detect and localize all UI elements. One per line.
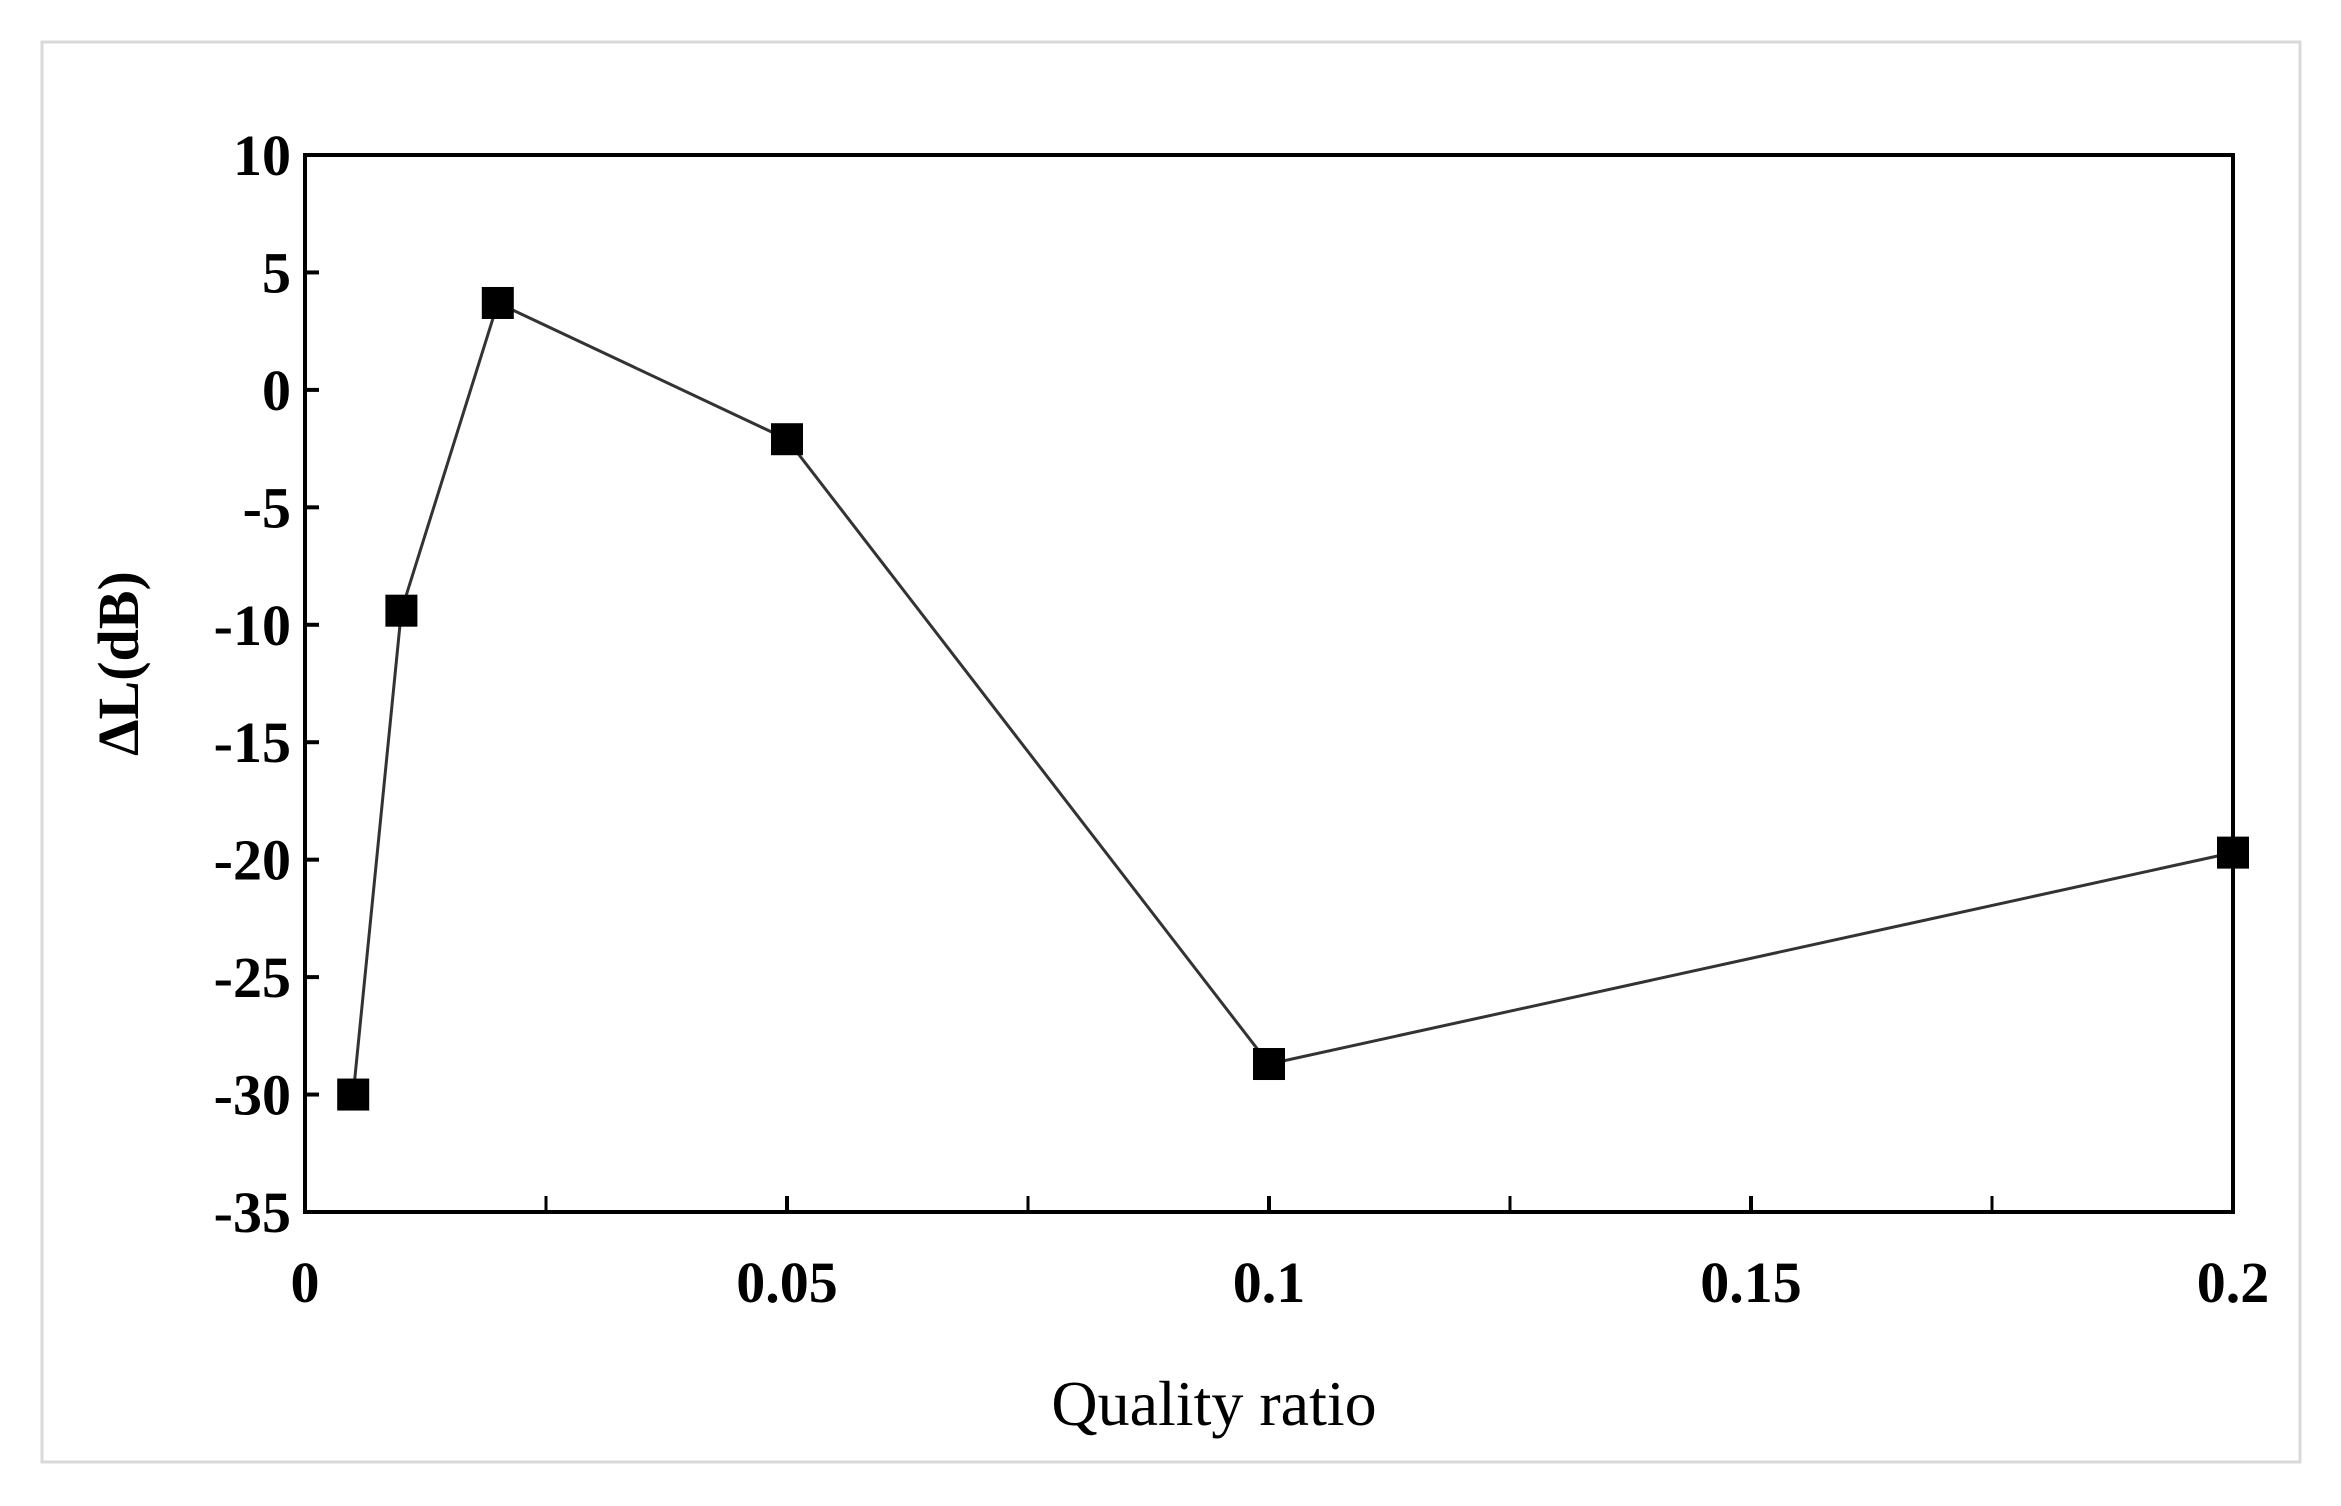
series-line (351, 300, 2234, 1095)
x-tick-label: 0.15 (1700, 1250, 1802, 1315)
y-tick-label: 10 (233, 123, 291, 188)
y-axis-ticks (305, 153, 319, 1214)
y-tick-label: -5 (243, 475, 291, 540)
y-tick-label: 5 (262, 240, 291, 305)
y-tick-label: -35 (214, 1180, 291, 1245)
x-tick-label: 0.05 (736, 1250, 838, 1315)
figure-border (40, 40, 2302, 1464)
y-tick-label: -20 (214, 828, 291, 893)
data-point-marker (771, 423, 803, 456)
y-axis-title: ΔL(dB) (86, 571, 151, 756)
x-tick-label: 0 (291, 1250, 320, 1315)
data-point-marker (337, 1078, 370, 1111)
x-tick-label: 0.1 (1233, 1250, 1306, 1315)
y-tick-label: -25 (214, 945, 291, 1010)
y-axis-tick-labels: 10 5 0 -5 -10 -15 -20 -25 -30 -35 (214, 123, 291, 1245)
y-tick-label: -10 (214, 593, 291, 658)
series-layer (337, 286, 2249, 1111)
data-point-marker (385, 594, 418, 627)
data-point-marker (2217, 836, 2249, 869)
data-point-marker (1253, 1048, 1285, 1081)
x-axis-tick-labels: 0 0.05 0.1 0.15 0.2 (291, 1250, 2270, 1315)
x-axis-ticks (303, 1196, 2235, 1212)
x-axis-title: Quality ratio (1051, 1368, 1376, 1439)
y-tick-label: -15 (214, 710, 291, 775)
y-tick-label: 0 (262, 358, 291, 423)
x-tick-label: 0.2 (2197, 1250, 2270, 1315)
y-tick-label: -30 (214, 1063, 291, 1128)
data-point-marker (481, 286, 514, 319)
